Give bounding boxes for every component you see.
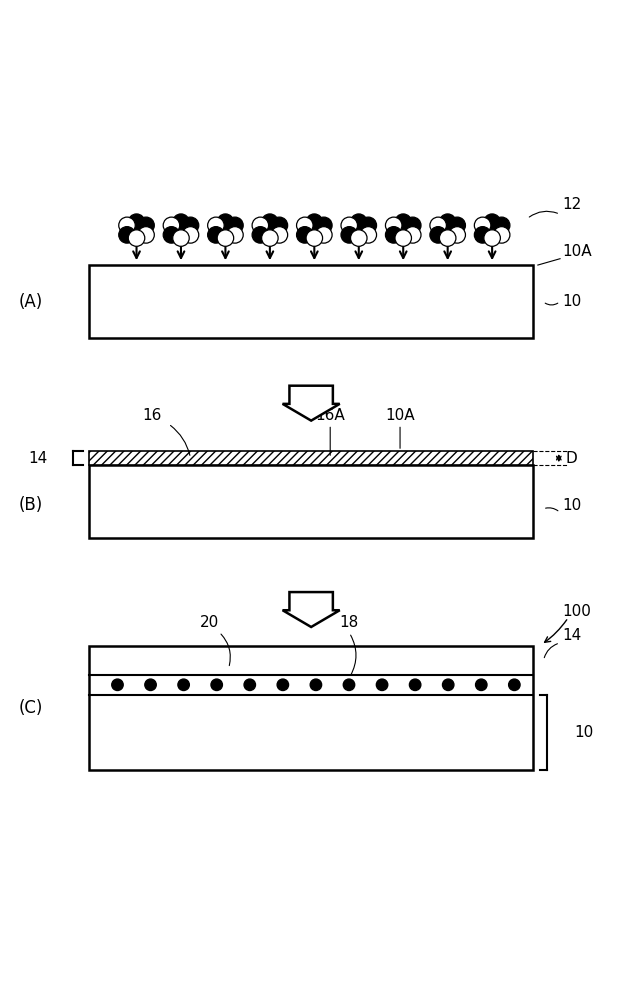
Circle shape [430, 227, 446, 243]
Circle shape [271, 217, 288, 234]
Circle shape [119, 217, 135, 234]
Circle shape [262, 214, 278, 230]
Circle shape [119, 227, 135, 243]
Circle shape [341, 217, 358, 234]
Circle shape [217, 230, 234, 246]
Circle shape [211, 679, 222, 690]
Text: 12: 12 [562, 197, 581, 212]
Circle shape [474, 227, 491, 243]
Circle shape [439, 214, 456, 230]
Text: 18: 18 [340, 615, 359, 630]
Text: 14: 14 [29, 451, 48, 466]
Circle shape [341, 227, 358, 243]
Text: 16A: 16A [316, 408, 345, 423]
Circle shape [404, 217, 421, 234]
Circle shape [439, 230, 456, 246]
Circle shape [395, 230, 411, 246]
Circle shape [484, 230, 500, 246]
Text: (A): (A) [19, 293, 43, 311]
Circle shape [128, 230, 145, 246]
Text: 14: 14 [562, 628, 581, 643]
Circle shape [173, 214, 189, 230]
Circle shape [493, 217, 510, 234]
Text: 10: 10 [575, 725, 594, 740]
Circle shape [173, 230, 189, 246]
Circle shape [128, 214, 145, 230]
Circle shape [163, 217, 180, 234]
Text: (C): (C) [19, 699, 43, 717]
Text: 10: 10 [562, 294, 581, 309]
Circle shape [476, 679, 487, 690]
Circle shape [208, 227, 224, 243]
Circle shape [252, 217, 269, 234]
Circle shape [145, 679, 156, 690]
Text: 16: 16 [143, 408, 162, 423]
Circle shape [484, 214, 500, 230]
Circle shape [297, 227, 313, 243]
Circle shape [443, 679, 454, 690]
Circle shape [227, 217, 243, 234]
Text: D: D [565, 451, 577, 466]
Circle shape [306, 214, 323, 230]
Circle shape [178, 679, 189, 690]
Circle shape [271, 227, 288, 243]
Circle shape [385, 217, 402, 234]
Polygon shape [283, 386, 340, 421]
Circle shape [385, 227, 402, 243]
Circle shape [306, 230, 323, 246]
Circle shape [360, 227, 377, 243]
Circle shape [252, 227, 269, 243]
Circle shape [311, 679, 321, 690]
Circle shape [351, 214, 367, 230]
Bar [89, 646, 533, 770]
Circle shape [395, 214, 411, 230]
Text: 20: 20 [200, 615, 219, 630]
Circle shape [316, 227, 332, 243]
Circle shape [182, 227, 199, 243]
Circle shape [217, 214, 234, 230]
Bar [89, 451, 533, 465]
Circle shape [112, 679, 123, 690]
Circle shape [377, 679, 388, 690]
Circle shape [449, 217, 465, 234]
Circle shape [404, 227, 421, 243]
Text: 10: 10 [562, 498, 581, 513]
Circle shape [262, 230, 278, 246]
Circle shape [509, 679, 520, 690]
Bar [89, 465, 533, 538]
Circle shape [208, 217, 224, 234]
Circle shape [474, 217, 491, 234]
Circle shape [297, 217, 313, 234]
Circle shape [351, 230, 367, 246]
Circle shape [410, 679, 421, 690]
Bar [89, 265, 533, 338]
Circle shape [244, 679, 255, 690]
Circle shape [344, 679, 355, 690]
Circle shape [449, 227, 465, 243]
Circle shape [316, 217, 332, 234]
Circle shape [277, 679, 288, 690]
Polygon shape [283, 592, 340, 627]
Circle shape [163, 227, 180, 243]
Circle shape [138, 217, 154, 234]
Text: (B): (B) [19, 496, 43, 514]
Circle shape [138, 227, 154, 243]
Circle shape [493, 227, 510, 243]
Circle shape [182, 217, 199, 234]
Text: 100: 100 [562, 604, 591, 619]
Text: 10A: 10A [385, 408, 415, 423]
Circle shape [360, 217, 377, 234]
Circle shape [430, 217, 446, 234]
Text: 10A: 10A [562, 244, 592, 259]
Circle shape [227, 227, 243, 243]
